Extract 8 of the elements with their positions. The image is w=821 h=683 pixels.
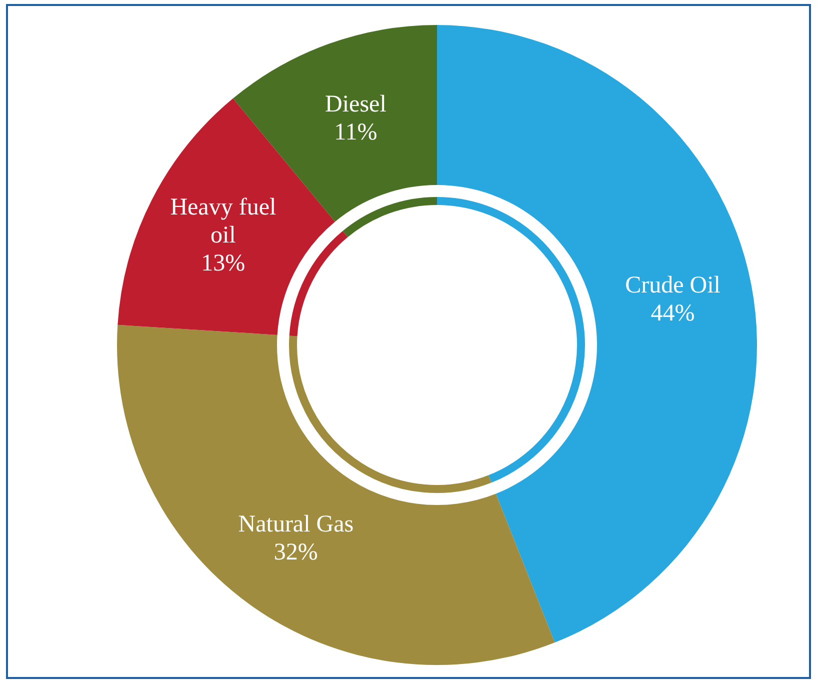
slice-label: Natural Gas [238, 511, 354, 538]
slice-label: Diesel [325, 91, 387, 118]
slice-label: Crude Oil [625, 272, 721, 298]
data-label: 13% [201, 250, 246, 276]
slice-label: Heavy fuel oil [170, 194, 276, 248]
data-label: 44% [650, 300, 695, 326]
data-label: 32% [274, 539, 318, 566]
data-label: 11% [334, 119, 378, 146]
